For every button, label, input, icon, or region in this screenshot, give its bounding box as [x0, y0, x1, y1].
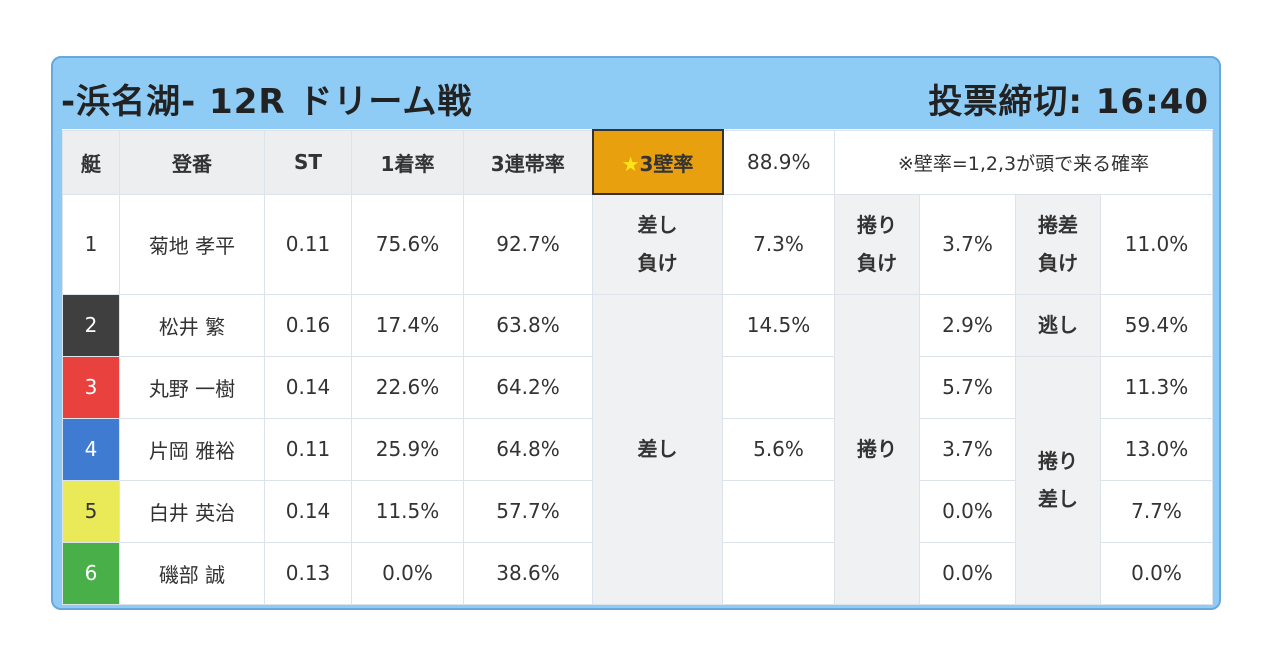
race-card: -浜名湖- 12R ドリーム戦 投票締切: 16:40 艇 登番 ST 1着率 … — [51, 56, 1221, 610]
lane-3: 3 — [62, 355, 120, 419]
lane-6: 6 — [62, 541, 120, 605]
trio-rate-value: 57.7% — [463, 479, 593, 543]
table-row: 2 松井 繁 0.16 17.4% 63.8% 差し 14.5% 捲り 2.9%… — [62, 293, 1213, 605]
st-value: 0.11 — [264, 193, 352, 295]
wall-rate-value: 88.9% — [722, 129, 835, 195]
col-a-value — [722, 541, 835, 605]
trio-rate-value: 64.8% — [463, 417, 593, 481]
star-icon: ★ — [621, 151, 640, 176]
racer-name: 松井 繁 — [119, 293, 265, 357]
makuri-make-label: 捲り 負け — [834, 193, 920, 295]
makuri-sashi-label: 捲り 差し — [1015, 355, 1101, 605]
race-title: -浜名湖- 12R ドリーム戦 — [61, 82, 473, 122]
sashi-label: 差し — [592, 293, 723, 605]
trio-rate-value: 64.2% — [463, 355, 593, 419]
first-rate-value: 17.4% — [351, 293, 464, 357]
st-value: 0.16 — [264, 293, 352, 357]
racer-name: 菊地 孝平 — [119, 193, 265, 295]
wall-rate-label: ★3壁率 — [591, 129, 724, 195]
col-a-value: 5.6% — [722, 417, 835, 481]
col-trio-rate: 3連帯率 — [463, 129, 593, 195]
racer-name: 白井 英治 — [119, 479, 265, 543]
first-rate-value: 0.0% — [351, 541, 464, 605]
lane-1: 1 — [62, 193, 120, 295]
makurisashi-make-label: 捲差 負け — [1015, 193, 1101, 295]
deadline-label: 投票締切: 16:40 — [928, 82, 1209, 122]
st-value: 0.13 — [264, 541, 352, 605]
col-c-value: 59.4% — [1100, 293, 1213, 357]
lane-4: 4 — [62, 417, 120, 481]
table-row: 3 丸野 一樹 0.14 22.6% 64.2% 5.7% 捲り 差し 11.3… — [62, 355, 1213, 605]
col-a-value — [722, 355, 835, 419]
first-rate-value: 75.6% — [351, 193, 464, 295]
nige-label: 逃し — [1015, 293, 1101, 357]
first-rate-value: 11.5% — [351, 479, 464, 543]
col-c-value: 11.3% — [1100, 355, 1213, 419]
col-b-value: 0.0% — [919, 479, 1016, 543]
table-row: 6 磯部 誠 0.13 0.0% 38.6% 0.0% 0.0% — [62, 541, 1213, 605]
first-rate-value: 25.9% — [351, 417, 464, 481]
col-c-value: 13.0% — [1100, 417, 1213, 481]
race-table: 艇 登番 ST 1着率 3連帯率 ★3壁率 88.9% ※壁率=1,2,3が頭で… — [62, 129, 1213, 605]
st-value: 0.14 — [264, 355, 352, 419]
lane-5: 5 — [62, 479, 120, 543]
trio-rate-value: 63.8% — [463, 293, 593, 357]
col-c-value: 7.7% — [1100, 479, 1213, 543]
col-b-value: 5.7% — [919, 355, 1016, 419]
makuri-label: 捲り — [834, 293, 920, 605]
first-rate-value: 22.6% — [351, 355, 464, 419]
col-st: ST — [264, 129, 352, 195]
racer-name: 磯部 誠 — [119, 541, 265, 605]
col-b-value: 3.7% — [919, 417, 1016, 481]
sashi-make-label: 差し 負け — [592, 193, 723, 295]
racer-name: 片岡 雅裕 — [119, 417, 265, 481]
wall-rate-text: 3壁率 — [639, 151, 694, 176]
st-value: 0.11 — [264, 417, 352, 481]
col-b-value: 0.0% — [919, 541, 1016, 605]
col-a-value — [722, 479, 835, 543]
col-boat: 艇 — [62, 129, 120, 195]
table-row: 1 菊地 孝平 0.11 75.6% 92.7% 差し 負け 7.3% 捲り 負… — [62, 193, 1213, 295]
trio-rate-value: 92.7% — [463, 193, 593, 295]
trio-rate-value: 38.6% — [463, 541, 593, 605]
col-reg: 登番 — [119, 129, 265, 195]
st-value: 0.14 — [264, 479, 352, 543]
col-c-value: 11.0% — [1100, 193, 1213, 295]
col-first-rate: 1着率 — [351, 129, 464, 195]
lane-2: 2 — [62, 293, 120, 357]
racer-name: 丸野 一樹 — [119, 355, 265, 419]
col-a-value: 14.5% — [722, 293, 835, 357]
col-a-value: 7.3% — [722, 193, 835, 295]
col-c-value: 0.0% — [1100, 541, 1213, 605]
wall-rate-note: ※壁率=1,2,3が頭で来る確率 — [834, 129, 1213, 195]
col-b-value: 2.9% — [919, 293, 1016, 357]
col-b-value: 3.7% — [919, 193, 1016, 295]
header-row: 艇 登番 ST 1着率 3連帯率 ★3壁率 88.9% ※壁率=1,2,3が頭で… — [62, 129, 1213, 195]
